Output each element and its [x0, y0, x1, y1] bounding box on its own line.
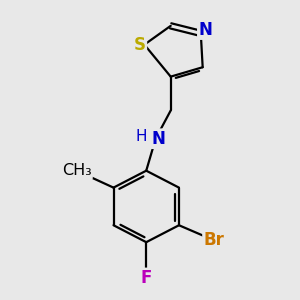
Text: N: N [198, 21, 212, 39]
Text: Br: Br [203, 231, 224, 249]
Text: H: H [136, 129, 147, 144]
Text: CH₃: CH₃ [62, 163, 92, 178]
Text: N: N [152, 130, 166, 148]
Text: S: S [134, 36, 146, 54]
Text: F: F [141, 269, 152, 287]
